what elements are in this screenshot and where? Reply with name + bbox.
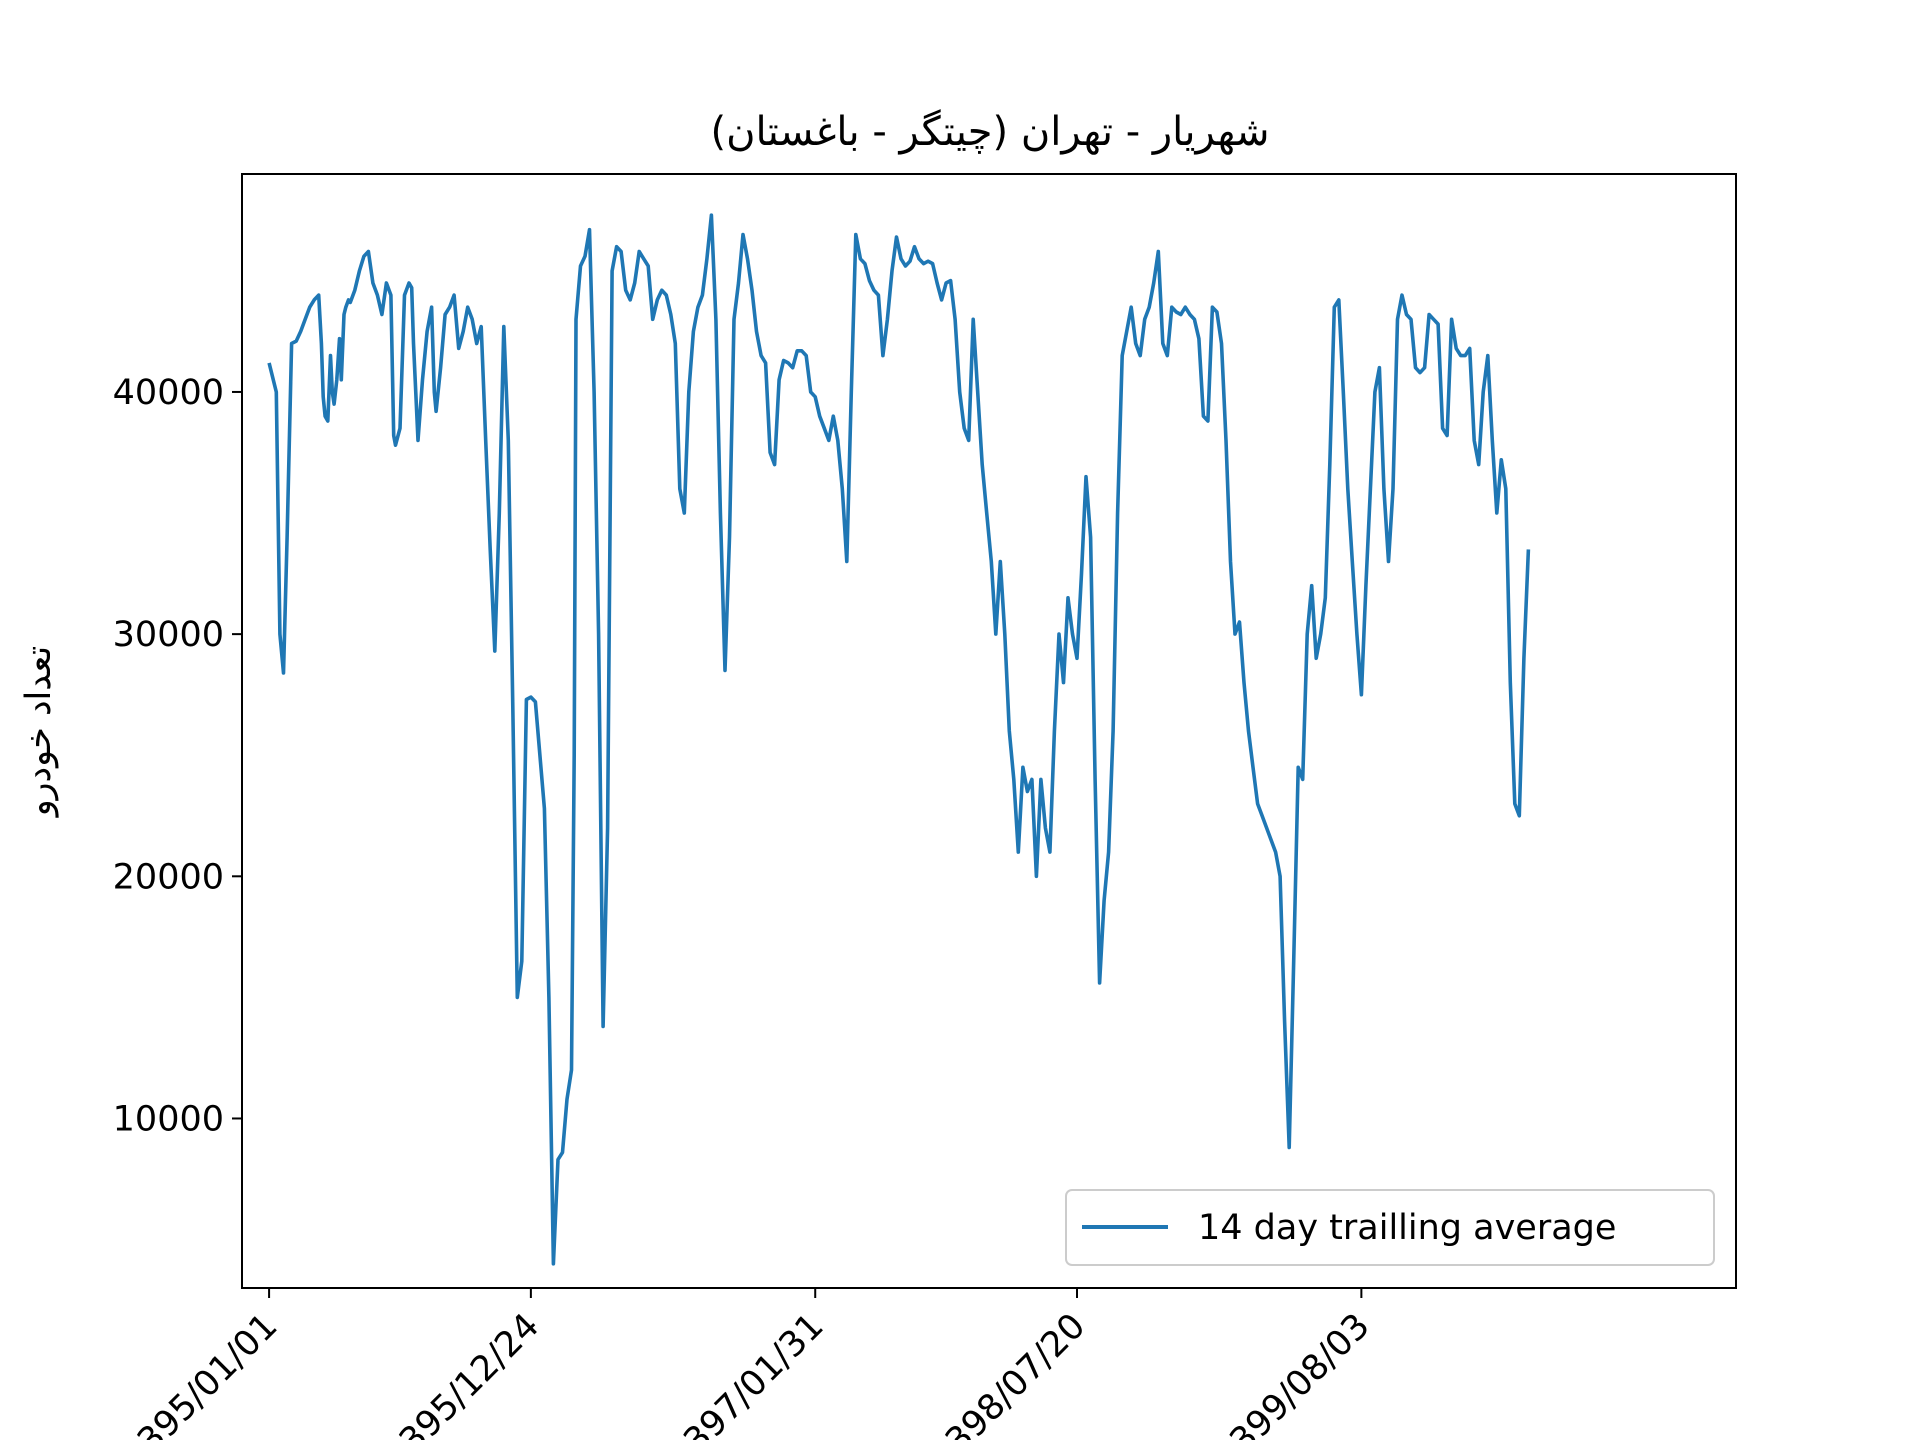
- plot-frame: [241, 173, 1737, 1289]
- plot-area: [267, 213, 1531, 1266]
- legend-entry: 14 day trailling average: [1198, 1208, 1616, 1248]
- y-tick-label: 20000: [113, 857, 224, 897]
- legend-box: [1065, 1189, 1715, 1266]
- y-tick-label: 10000: [113, 1099, 224, 1139]
- series-line-14-day-average: [267, 213, 1531, 1266]
- chart-title: شهریار - تهران (چیتگر - باغستان): [710, 109, 1269, 155]
- y-axis-label: تعداد خودرو: [19, 646, 59, 819]
- y-tick-label: 40000: [113, 373, 224, 413]
- legend: 14 day trailling average: [1065, 1189, 1715, 1266]
- y-axis-ticks: 10000 20000 30000 40000: [113, 373, 242, 1139]
- y-tick-label: 30000: [113, 615, 224, 655]
